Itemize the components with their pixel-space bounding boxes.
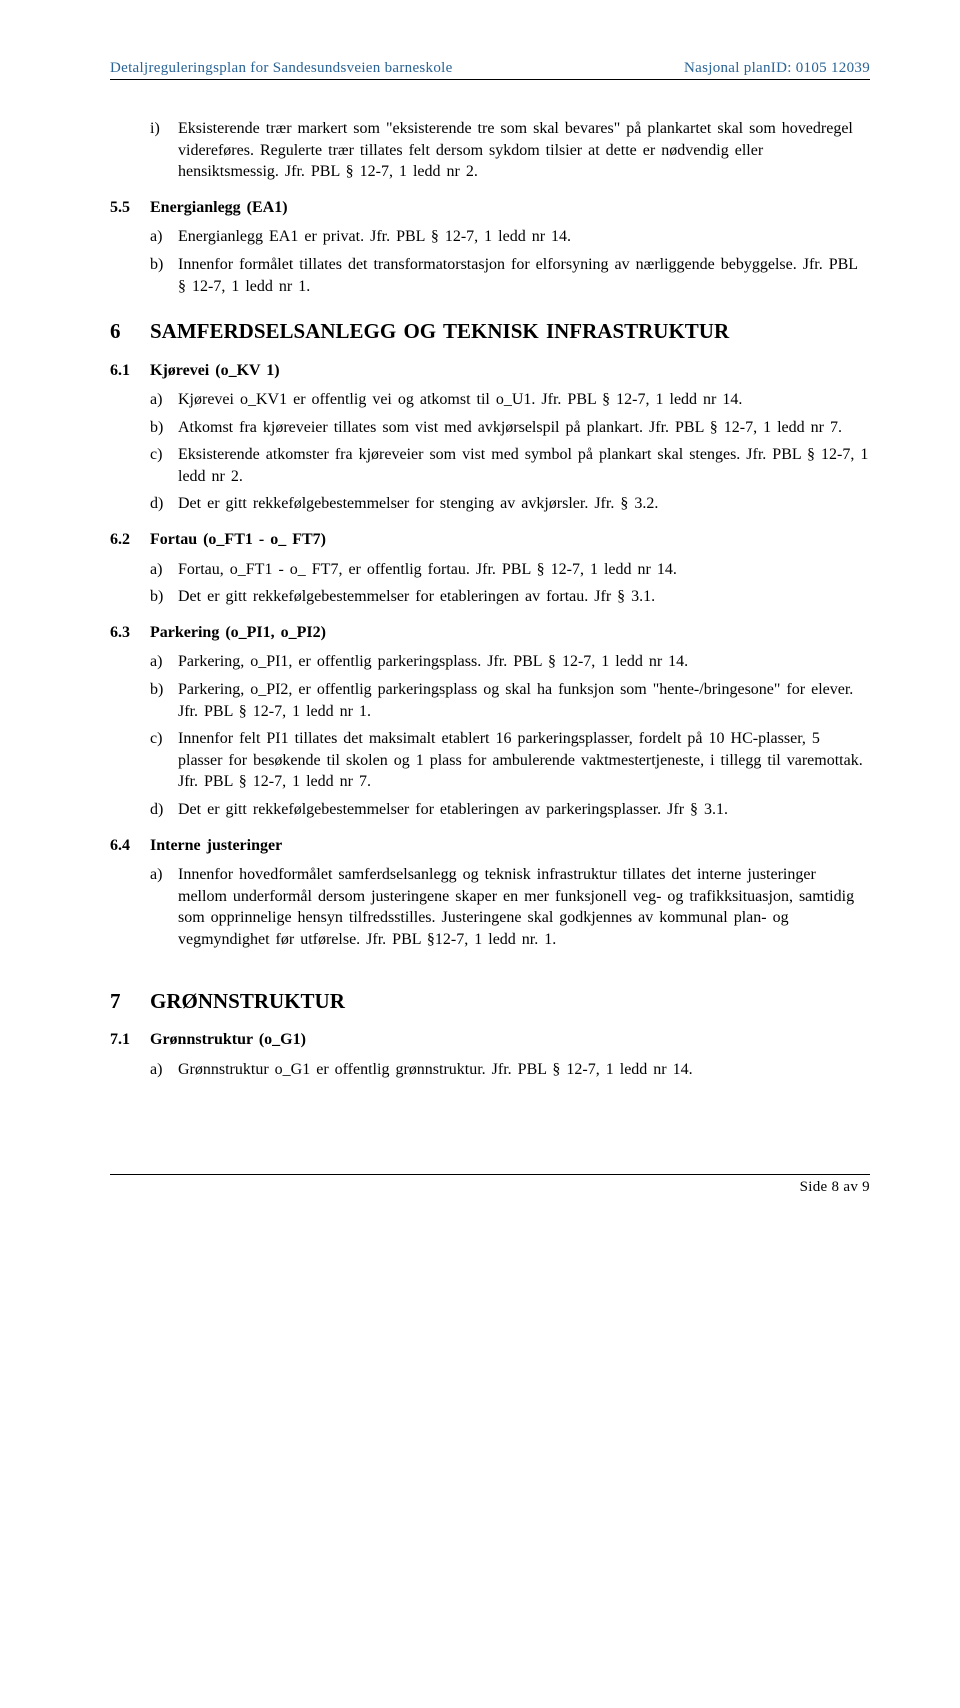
list-item: a) Parkering, o_PI1, er offentlig parker…: [150, 651, 870, 673]
list-content: Parkering, o_PI1, er offentlig parkering…: [178, 651, 870, 673]
list-item: a) Grønnstruktur o_G1 er offentlig grønn…: [150, 1059, 870, 1081]
subsection-6-4: 6.4 Interne justeringer: [110, 835, 870, 857]
page-header: Detaljreguleringsplan for Sandesundsveie…: [110, 60, 870, 77]
list-item: a) Innenfor hovedformålet samferdselsanl…: [150, 864, 870, 950]
list-content: Energianlegg EA1 er privat. Jfr. PBL § 1…: [178, 226, 870, 248]
list-item: d) Det er gitt rekkefølgebestemmelser fo…: [150, 799, 870, 821]
list-marker: c): [150, 728, 178, 793]
footer-rule: [110, 1174, 870, 1175]
list-item: c) Innenfor felt PI1 tillates det maksim…: [150, 728, 870, 793]
list-marker: b): [150, 417, 178, 439]
list-item: a) Energianlegg EA1 er privat. Jfr. PBL …: [150, 226, 870, 248]
subsection-num: 7.1: [110, 1029, 150, 1051]
list-content: Innenfor felt PI1 tillates det maksimalt…: [178, 728, 870, 793]
subsection-title: Grønnstruktur (o_G1): [150, 1029, 306, 1051]
spacer: [110, 1086, 870, 1146]
list-content: Innenfor hovedformålet samferdselsanlegg…: [178, 864, 870, 950]
list-content: Det er gitt rekkefølgebestemmelser for s…: [178, 493, 870, 515]
list-item: b) Innenfor formålet tillates det transf…: [150, 254, 870, 297]
list-marker: a): [150, 226, 178, 248]
list-marker: b): [150, 586, 178, 608]
page: Detaljreguleringsplan for Sandesundsveie…: [0, 0, 960, 1708]
list-marker: a): [150, 651, 178, 673]
list-item: d) Det er gitt rekkefølgebestemmelser fo…: [150, 493, 870, 515]
list-item: a) Kjørevei o_KV1 er offentlig vei og at…: [150, 389, 870, 411]
list-content: Fortau, o_FT1 - o_ FT7, er offentlig for…: [178, 559, 870, 581]
list-item: c) Eksisterende atkomster fra kjøreveier…: [150, 444, 870, 487]
list-marker: a): [150, 559, 178, 581]
list-content: Innenfor formålet tillates det transform…: [178, 254, 870, 297]
list-marker: d): [150, 493, 178, 515]
section-num: 7: [110, 987, 150, 1015]
list-marker: b): [150, 254, 178, 297]
subsection-num: 6.1: [110, 360, 150, 382]
list-content: Kjørevei o_KV1 er offentlig vei og atkom…: [178, 389, 870, 411]
list-item: b) Parkering, o_PI2, er offentlig parker…: [150, 679, 870, 722]
list-marker: a): [150, 1059, 178, 1081]
list-marker: c): [150, 444, 178, 487]
section-6: 6 SAMFERDSELSANLEGG OG TEKNISK INFRASTRU…: [110, 317, 870, 345]
list-item: b) Atkomst fra kjøreveier tillates som v…: [150, 417, 870, 439]
page-number: Side 8 av 9: [800, 1179, 870, 1195]
header-right: Nasjonal planID: 0105 12039: [684, 60, 870, 77]
section-num: 6: [110, 317, 150, 345]
header-left: Detaljreguleringsplan for Sandesundsveie…: [110, 60, 453, 77]
list-content: Eksisterende atkomster fra kjøreveier so…: [178, 444, 870, 487]
subsection-5-5: 5.5 Energianlegg (EA1): [110, 197, 870, 219]
list-content: Det er gitt rekkefølgebestemmelser for e…: [178, 799, 870, 821]
list-content: Parkering, o_PI2, er offentlig parkering…: [178, 679, 870, 722]
section-title-text: GRØNNSTRUKTUR: [150, 987, 345, 1015]
list-item-i: i) Eksisterende trær markert som "eksist…: [150, 118, 870, 183]
subsection-title: Energianlegg (EA1): [150, 197, 288, 219]
list-item: a) Fortau, o_FT1 - o_ FT7, er offentlig …: [150, 559, 870, 581]
subsection-num: 6.2: [110, 529, 150, 551]
subsection-6-1: 6.1 Kjørevei (o_KV 1): [110, 360, 870, 382]
section-7: 7 GRØNNSTRUKTUR: [110, 987, 870, 1015]
subsection-num: 6.4: [110, 835, 150, 857]
subsection-6-2: 6.2 Fortau (o_FT1 - o_ FT7): [110, 529, 870, 551]
subsection-title: Interne justeringer: [150, 835, 282, 857]
subsection-title: Fortau (o_FT1 - o_ FT7): [150, 529, 326, 551]
list-content: Grønnstruktur o_G1 er offentlig grønnstr…: [178, 1059, 870, 1081]
subsection-title: Parkering (o_PI1, o_PI2): [150, 622, 326, 644]
list-content: Eksisterende trær markert som "eksistere…: [178, 118, 870, 183]
list-item: b) Det er gitt rekkefølgebestemmelser fo…: [150, 586, 870, 608]
section-title-text: SAMFERDSELSANLEGG OG TEKNISK INFRASTRUKT…: [150, 317, 729, 345]
subsection-title: Kjørevei (o_KV 1): [150, 360, 280, 382]
header-rule: [110, 79, 870, 80]
list-marker: d): [150, 799, 178, 821]
subsection-num: 5.5: [110, 197, 150, 219]
page-footer: Side 8 av 9: [110, 1179, 870, 1196]
list-marker: a): [150, 864, 178, 950]
list-marker: a): [150, 389, 178, 411]
subsection-7-1: 7.1 Grønnstruktur (o_G1): [110, 1029, 870, 1051]
list-content: Det er gitt rekkefølgebestemmelser for e…: [178, 586, 870, 608]
body-content: i) Eksisterende trær markert som "eksist…: [110, 118, 870, 1080]
list-marker: b): [150, 679, 178, 722]
list-marker: i): [150, 118, 178, 183]
subsection-num: 6.3: [110, 622, 150, 644]
subsection-6-3: 6.3 Parkering (o_PI1, o_PI2): [110, 622, 870, 644]
list-content: Atkomst fra kjøreveier tillates som vist…: [178, 417, 870, 439]
